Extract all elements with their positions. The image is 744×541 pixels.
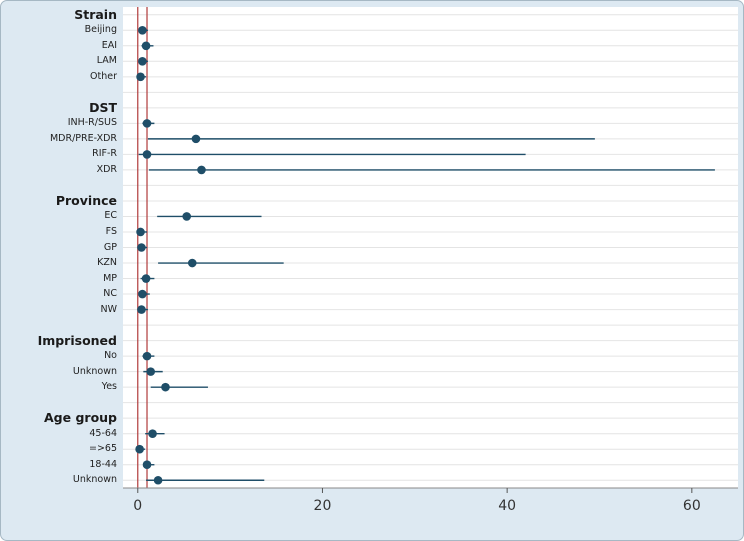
plot-svg — [123, 7, 738, 493]
item-label: KZN — [97, 257, 117, 269]
group-header: Imprisoned — [37, 332, 117, 348]
item-label: MDR/PRE-XDR — [49, 132, 117, 144]
estimate-marker — [142, 150, 152, 159]
item-label: LAM — [96, 55, 117, 67]
x-tick-label: 60 — [682, 498, 701, 514]
estimate-marker — [135, 444, 144, 454]
x-tick-label: 0 — [133, 498, 143, 514]
item-label: 18-44 — [89, 458, 117, 470]
estimate-marker — [141, 41, 151, 51]
item-label: 45-64 — [89, 427, 117, 439]
estimate-marker — [153, 475, 163, 485]
item-label: GP — [103, 241, 117, 253]
plot-area — [123, 7, 738, 493]
item-label: No — [104, 350, 117, 362]
estimate-marker — [138, 289, 147, 299]
item-label: EAI — [101, 39, 117, 51]
item-label: NW — [100, 303, 118, 315]
item-label: MP — [103, 272, 117, 284]
estimate-marker — [142, 460, 152, 470]
item-label: EC — [104, 210, 117, 222]
estimate-marker — [161, 382, 170, 392]
item-label: Beijing — [84, 24, 117, 36]
item-label: Unknown — [72, 474, 117, 486]
y-axis-labels: Strain Beijing EAI LAM Other DST INH-R/SUS MDR/… — [1, 1, 120, 540]
estimate-marker — [182, 212, 192, 221]
group-header: Province — [55, 192, 117, 208]
estimate-marker — [138, 57, 147, 66]
item-label: Unknown — [72, 365, 117, 377]
item-label: Yes — [101, 381, 117, 393]
estimate-marker — [137, 305, 146, 314]
estimate-marker — [137, 243, 146, 252]
x-tick-label: 20 — [313, 498, 332, 514]
item-label: NC — [103, 288, 117, 300]
estimate-marker — [142, 351, 152, 361]
estimate-marker — [191, 134, 201, 144]
group-header: DST — [89, 99, 117, 115]
group-header: Age group — [44, 410, 117, 426]
item-label: INH-R/SUS — [67, 117, 117, 129]
estimate-marker — [136, 227, 145, 237]
estimate-marker — [146, 367, 156, 376]
item-label: XDR — [96, 163, 117, 175]
estimate-marker — [138, 25, 147, 35]
item-label: FS — [105, 225, 117, 237]
item-label: RIF-R — [92, 148, 117, 160]
x-tick-label: 40 — [498, 498, 517, 514]
estimate-marker — [136, 72, 145, 82]
estimate-marker — [142, 119, 152, 128]
estimate-marker — [148, 429, 157, 438]
estimate-marker — [187, 258, 197, 268]
estimate-marker — [141, 274, 151, 283]
item-label: Other — [90, 70, 117, 82]
estimate-marker — [197, 165, 206, 175]
group-header: Strain — [74, 6, 117, 22]
item-label: =>65 — [88, 443, 117, 455]
